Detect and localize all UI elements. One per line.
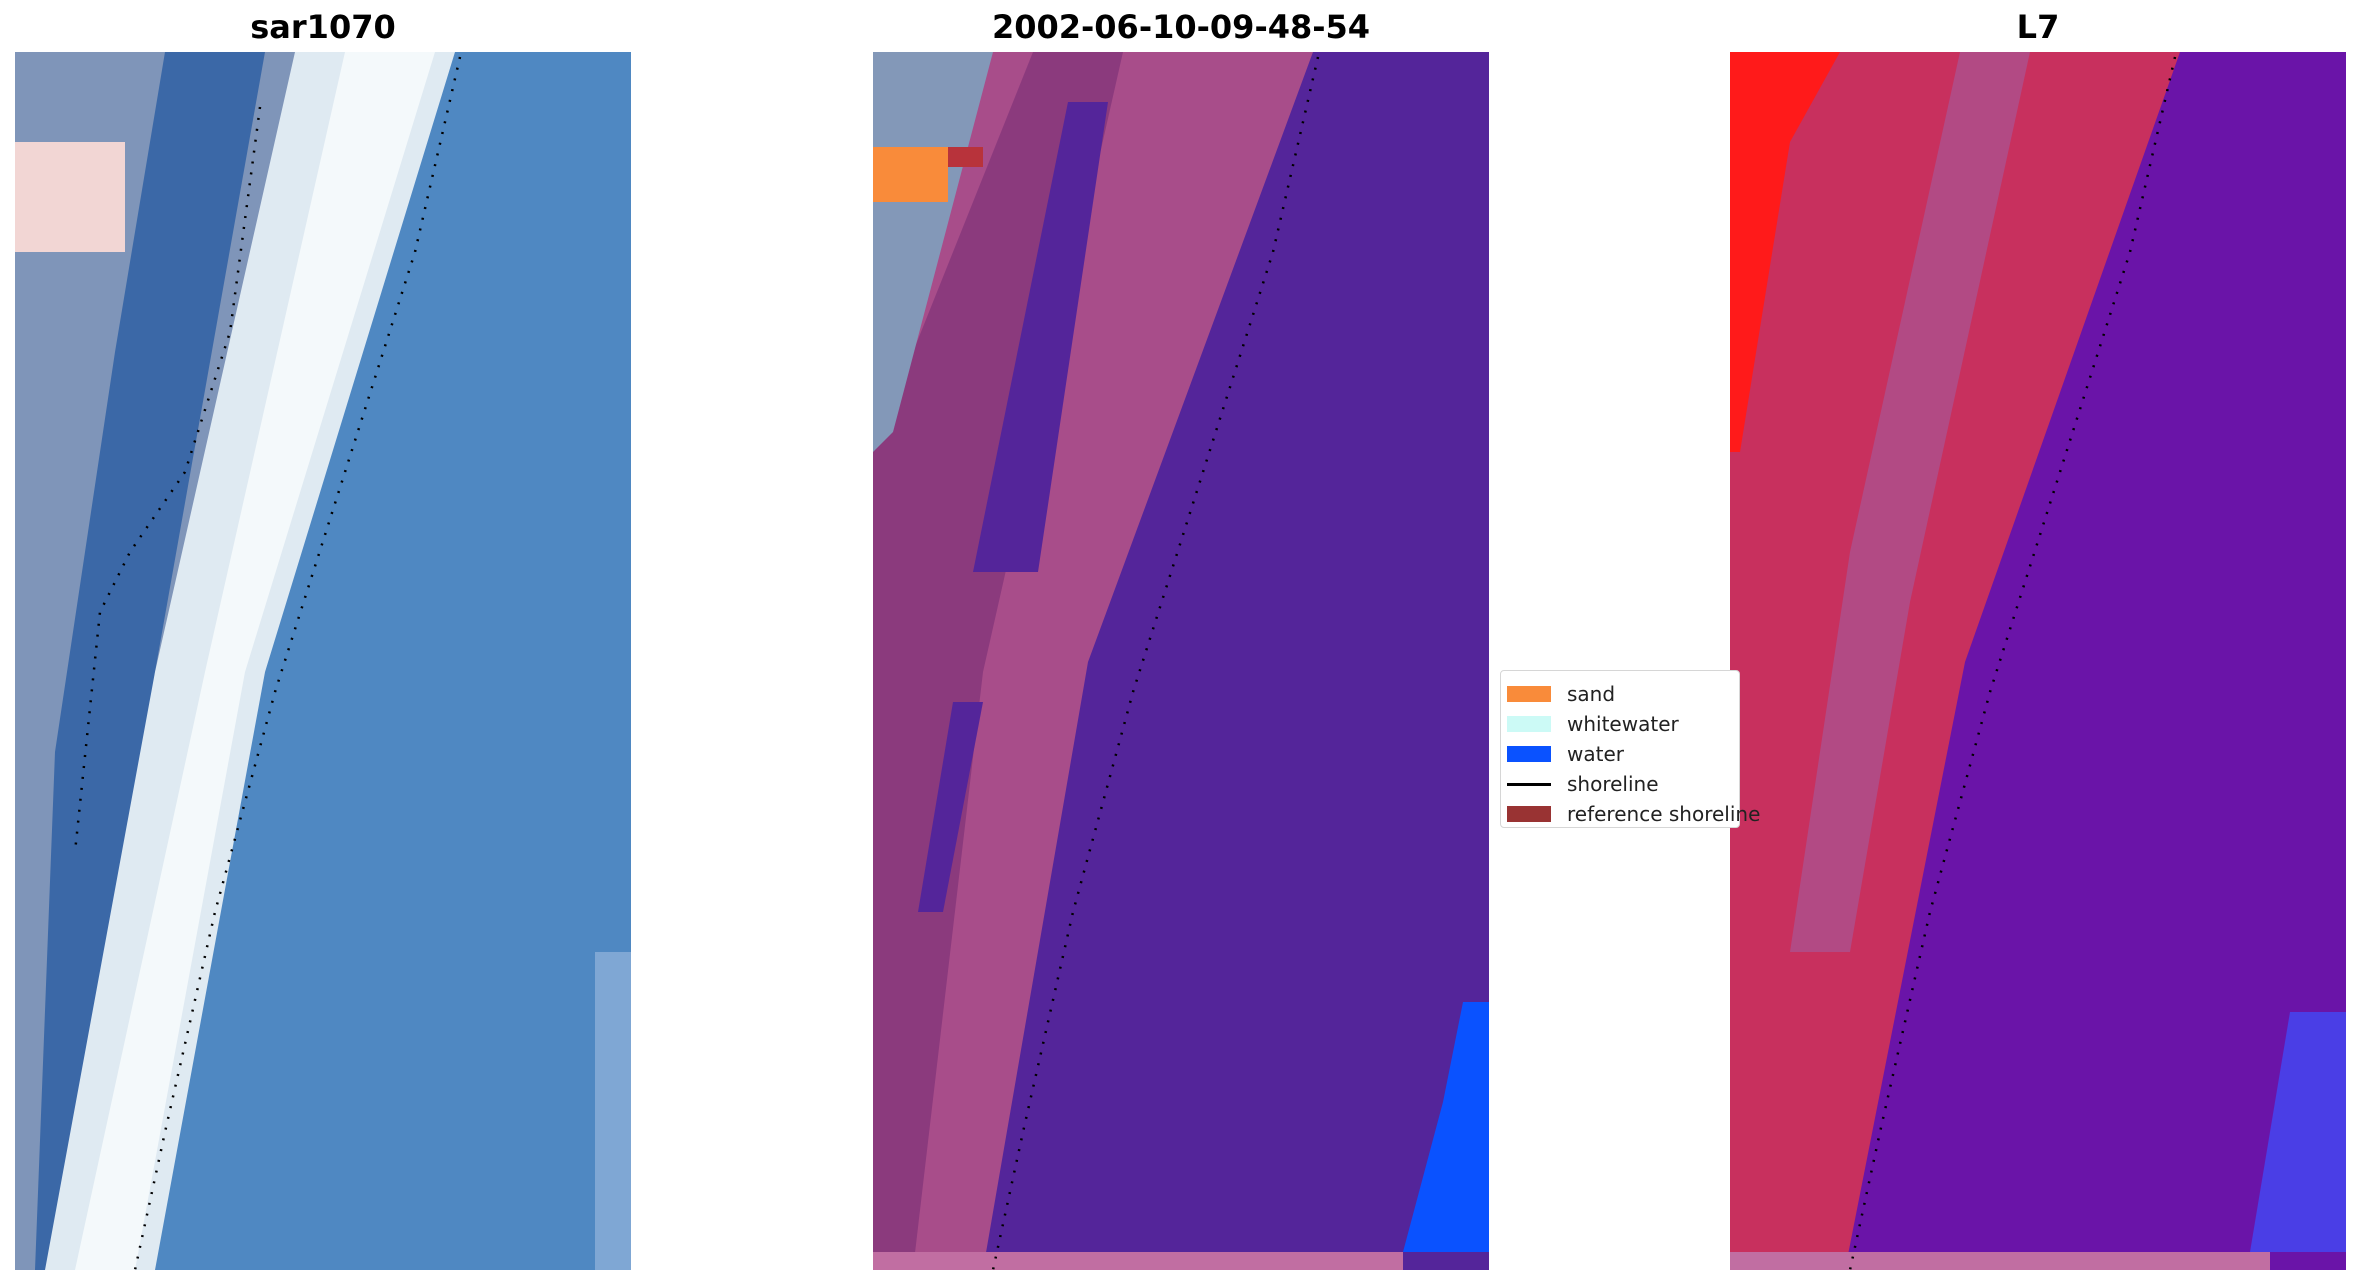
legend-item-reference-shoreline: reference shoreline bbox=[1507, 801, 1760, 827]
ndwi-image bbox=[1730, 52, 2346, 1270]
sand-swatch bbox=[1507, 686, 1551, 702]
rgb-shoreline bbox=[133, 56, 462, 1270]
water-swatch bbox=[1507, 746, 1551, 762]
legend-item-whitewater: whitewater bbox=[1507, 711, 1679, 737]
whitewater-swatch bbox=[1507, 716, 1551, 732]
panel-title-classified: 2002-06-10-09-48-54 bbox=[991, 8, 1371, 46]
reference-shoreline-swatch bbox=[1507, 806, 1551, 822]
panel-title-ndwi: L7 bbox=[2016, 8, 2060, 46]
shoreline-line bbox=[1507, 782, 1551, 786]
classified-image bbox=[873, 52, 1489, 1270]
legend-item-water: water bbox=[1507, 741, 1624, 767]
classification-legend: sand whitewater water shoreline referenc… bbox=[1500, 670, 1760, 828]
ndwi-shoreline bbox=[1848, 56, 2177, 1270]
classified-shoreline bbox=[991, 56, 1320, 1270]
rgb-satellite-image bbox=[15, 52, 631, 1270]
legend-item-shoreline: shoreline bbox=[1507, 771, 1659, 797]
legend-item-sand: sand bbox=[1507, 681, 1615, 707]
panel-title-rgb: sar1070 bbox=[250, 8, 396, 46]
